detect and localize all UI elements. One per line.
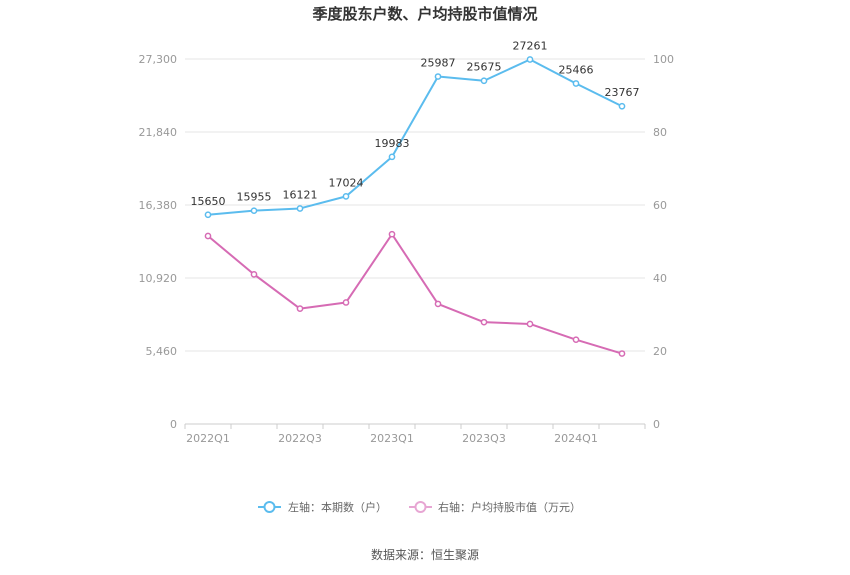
data-label: 15955: [237, 191, 272, 204]
source-note: 数据来源：恒生聚源: [371, 547, 479, 562]
data-label: 25987: [421, 57, 456, 70]
series-1-point: [618, 350, 626, 357]
data-label: 17024: [329, 176, 364, 189]
series-0-point: [434, 73, 442, 80]
series-0-point: [388, 153, 396, 161]
data-labels: 15650 15955 16121 17024 19983 25987 25675 27261…: [191, 40, 640, 208]
series-1-point: [526, 320, 534, 328]
data-label: 23767: [605, 86, 640, 99]
left-tick-label: 5,460: [146, 345, 178, 358]
series-1-point: [388, 230, 396, 238]
left-axis-ticks: 0 5,460 10,920 16,380 21,840 27,300: [139, 53, 178, 431]
series-1-point: [250, 271, 258, 278]
series-0-point: [204, 211, 212, 219]
left-tick-label: 16,380: [139, 199, 178, 212]
data-label: 16121: [283, 188, 318, 201]
data-label: 27261: [513, 40, 548, 53]
series-0-point: [296, 205, 304, 212]
series-1-point: [572, 336, 580, 344]
legend-label-households: 左轴：本期数（户）: [288, 500, 387, 514]
x-tick-label: 2024Q1: [554, 432, 598, 445]
series-layer: [204, 56, 626, 357]
left-tick-label: 0: [170, 418, 177, 431]
series-1-point: [480, 318, 488, 326]
x-tick-label: 2022Q3: [278, 432, 322, 445]
legend-item-avg-value[interactable]: 右轴：户均持股市值（万元）: [409, 500, 581, 514]
series-line-1: [207, 233, 623, 355]
series-0-point: [572, 80, 580, 87]
chart-title: 季度股东户数、户均持股市值情况: [312, 5, 537, 23]
series-0-point: [618, 102, 626, 110]
legend: 左轴：本期数（户） 右轴：户均持股市值（万元）: [258, 500, 581, 514]
x-tick-label: 2023Q3: [462, 432, 506, 445]
right-tick-label: 20: [653, 345, 667, 358]
data-label: 19983: [375, 137, 410, 150]
series-1-point: [204, 232, 212, 240]
series-0-point: [526, 56, 534, 63]
left-tick-label: 21,840: [139, 126, 178, 139]
right-tick-label: 0: [653, 418, 660, 431]
legend-item-households[interactable]: 左轴：本期数（户）: [258, 500, 387, 514]
data-label: 15650: [191, 195, 226, 208]
series-0-point: [250, 207, 258, 215]
x-tick-label: 2023Q1: [370, 432, 414, 445]
series-1-point: [342, 299, 350, 306]
legend-marker-avg-value: [414, 501, 427, 513]
series-0-point: [480, 77, 488, 85]
legend-label-avg-value: 右轴：户均持股市值（万元）: [438, 500, 581, 514]
right-axis-ticks: 0 20 40 60 80 100: [653, 53, 674, 431]
x-axis-ticks: 2022Q1 2022Q3 2023Q1 2023Q3 2024Q1: [184, 424, 646, 445]
x-tick-label: 2022Q1: [186, 432, 230, 445]
series-line-0: [207, 58, 623, 216]
data-label: 25466: [559, 64, 594, 77]
legend-marker-households: [263, 501, 276, 513]
series-1-point: [296, 305, 304, 313]
series-1-point: [434, 300, 442, 308]
left-tick-label: 27,300: [139, 53, 178, 66]
right-tick-label: 60: [653, 199, 667, 212]
right-tick-label: 100: [653, 53, 674, 66]
left-tick-label: 10,920: [139, 272, 178, 285]
grid-lines: [185, 58, 645, 425]
data-label: 25675: [467, 61, 502, 74]
right-tick-label: 40: [653, 272, 667, 285]
series-0-point: [342, 193, 350, 200]
right-tick-label: 80: [653, 126, 667, 139]
